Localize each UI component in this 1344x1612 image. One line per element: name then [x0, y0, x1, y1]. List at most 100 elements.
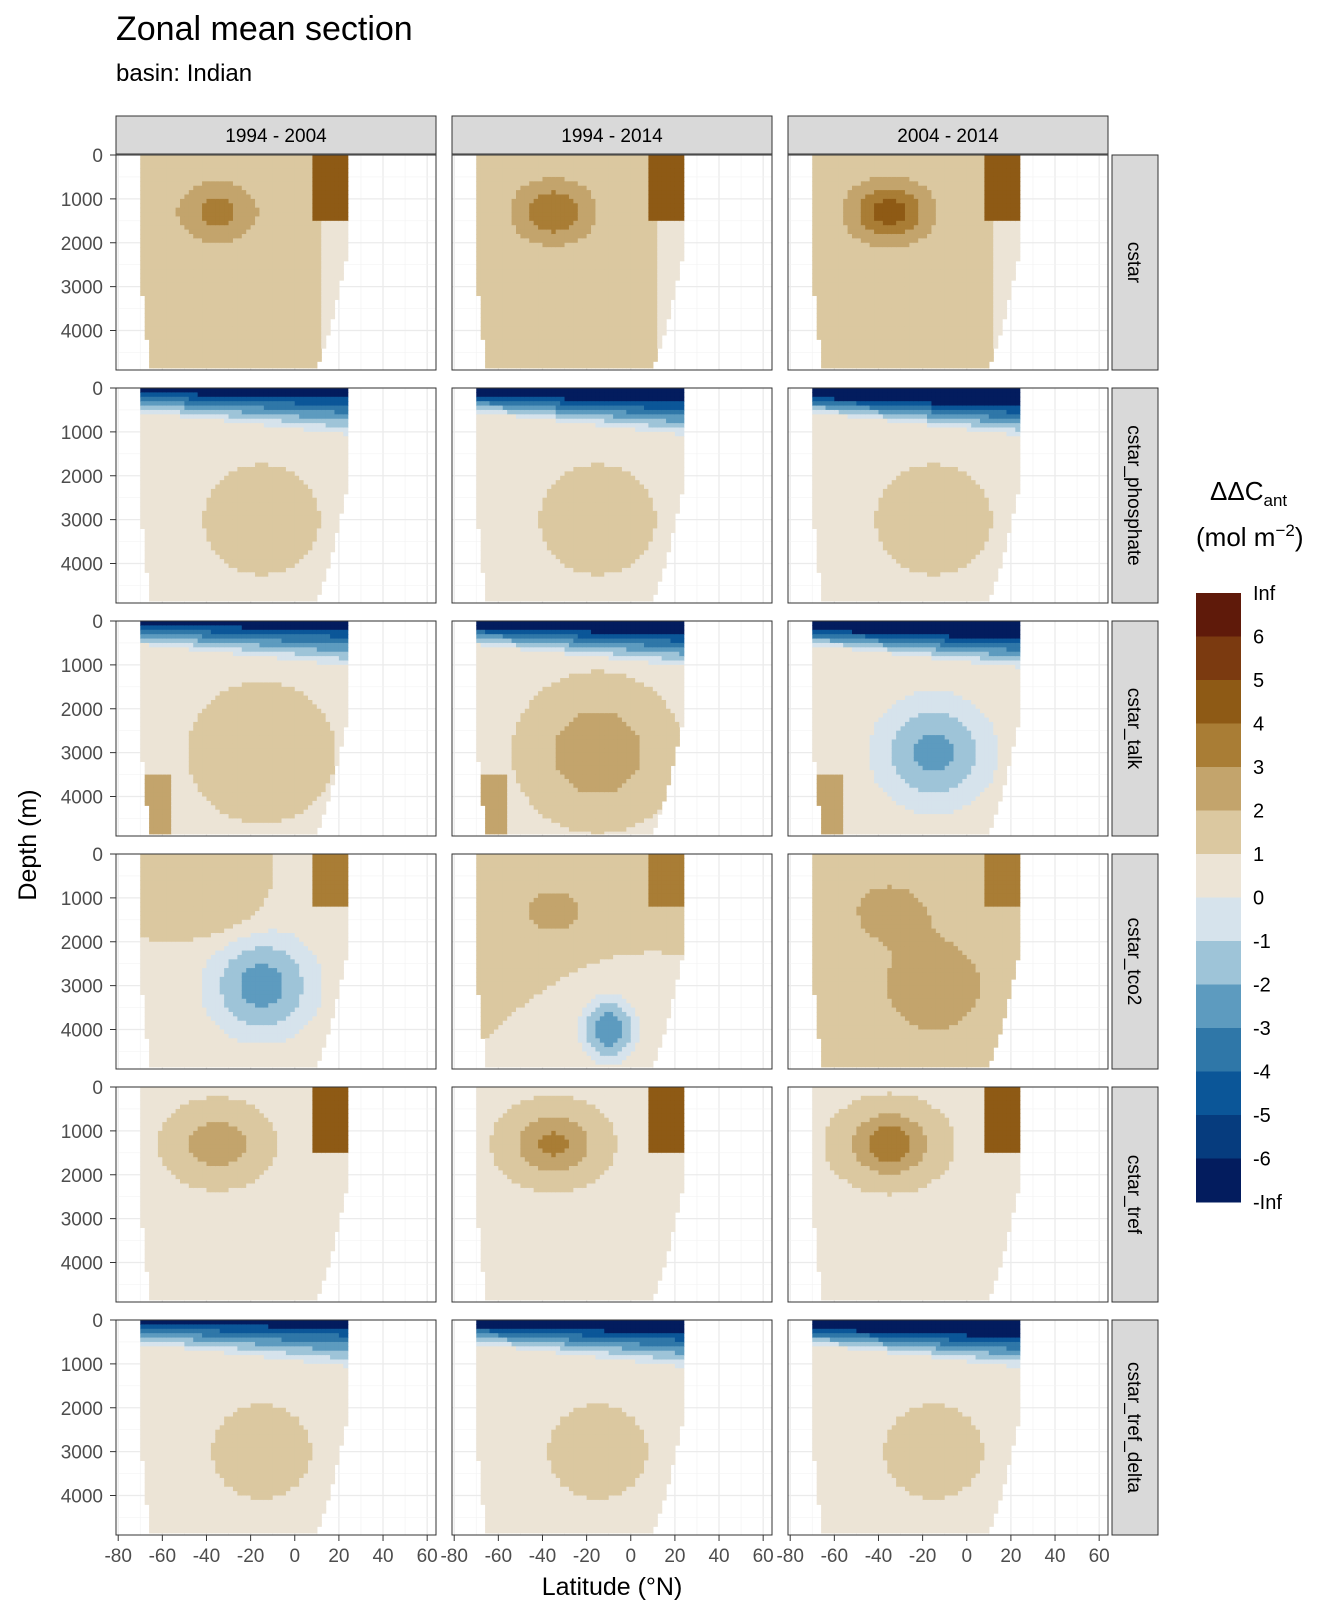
heatmap-cell: [573, 300, 578, 305]
heatmap-cell: [595, 357, 600, 362]
heatmap-cell: [618, 331, 623, 336]
heatmap-cell: [290, 186, 295, 191]
heatmap-cell: [189, 339, 194, 344]
heatmap-cell: [198, 269, 203, 274]
heatmap-cell: [613, 177, 618, 182]
heatmap-cell: [529, 278, 534, 283]
heatmap-cell: [498, 352, 503, 357]
heatmap-cell: [268, 295, 273, 300]
heatmap-cell: [525, 221, 530, 226]
heatmap-cell: [600, 177, 605, 182]
heatmap-cell: [215, 199, 220, 204]
heatmap-cell: [551, 282, 556, 287]
heatmap-cell: [286, 194, 291, 199]
heatmap-cell: [595, 260, 600, 265]
heatmap-cell: [613, 225, 618, 230]
heatmap-cell: [494, 352, 499, 357]
heatmap-cell: [211, 348, 216, 353]
heatmap-cell: [277, 216, 282, 221]
heatmap-cell: [525, 164, 530, 169]
heatmap-cell: [215, 282, 220, 287]
heatmap-cell: [286, 243, 291, 248]
heatmap-cell: [525, 278, 530, 283]
heatmap-cell: [233, 190, 238, 195]
heatmap-cell: [220, 216, 225, 221]
heatmap-cell: [184, 265, 189, 270]
heatmap-cell: [547, 159, 552, 164]
heatmap-cell: [485, 234, 490, 239]
heatmap-cell: [282, 366, 287, 369]
heatmap-cell: [233, 260, 238, 265]
heatmap-cell: [206, 278, 211, 283]
heatmap-cell: [476, 282, 481, 287]
heatmap-cell: [516, 322, 521, 327]
heatmap-cell: [140, 278, 145, 283]
heatmap-cell: [556, 247, 561, 252]
heatmap-cell: [503, 164, 508, 169]
heatmap-cell: [145, 181, 150, 186]
heatmap-cell: [516, 295, 521, 300]
heatmap-cell: [171, 282, 176, 287]
heatmap-cell: [578, 164, 583, 169]
heatmap-cell: [308, 173, 313, 178]
heatmap-cell: [171, 238, 176, 243]
heatmap-cell: [542, 300, 547, 305]
heatmap-cell: [282, 252, 287, 257]
heatmap-cell: [520, 273, 525, 278]
heatmap-cell: [246, 344, 251, 349]
heatmap-cell: [237, 344, 242, 349]
heatmap-cell: [290, 295, 295, 300]
heatmap-cell: [224, 317, 229, 322]
heatmap-cell: [259, 309, 264, 314]
heatmap-cell: [573, 203, 578, 208]
heatmap-cell: [158, 186, 163, 191]
heatmap-cell: [233, 173, 238, 178]
heatmap-cell: [237, 304, 242, 309]
heatmap-cell: [587, 225, 592, 230]
heatmap-cell: [286, 168, 291, 173]
heatmap-cell: [551, 155, 556, 160]
heatmap-cell: [556, 225, 561, 230]
heatmap-cell: [198, 203, 203, 208]
heatmap-cell: [162, 322, 167, 327]
heatmap-cell: [595, 352, 600, 357]
heatmap-cell: [534, 194, 539, 199]
heatmap-cell: [180, 221, 185, 226]
heatmap-cell: [193, 230, 198, 235]
heatmap-cell: [312, 234, 317, 239]
heatmap-cell: [273, 366, 278, 369]
heatmap-cell: [551, 247, 556, 252]
heatmap-cell: [591, 295, 596, 300]
heatmap-cell: [618, 168, 623, 173]
heatmap-cell: [220, 155, 225, 160]
heatmap-cell: [343, 199, 348, 204]
heatmap-cell: [282, 317, 287, 322]
heatmap-cell: [578, 352, 583, 357]
heatmap-cell: [224, 348, 229, 353]
heatmap-cell: [551, 168, 556, 173]
heatmap-cell: [569, 216, 574, 221]
heatmap-cell: [604, 335, 609, 340]
heatmap-cell: [600, 322, 605, 327]
heatmap-cell: [498, 256, 503, 261]
heatmap-cell: [184, 208, 189, 213]
heatmap-cell: [476, 168, 481, 173]
heatmap-cell: [330, 247, 335, 252]
heatmap-cell: [158, 282, 163, 287]
heatmap-cell: [609, 243, 614, 248]
heatmap-cell: [224, 287, 229, 292]
heatmap-cell: [211, 287, 216, 292]
heatmap-cell: [268, 357, 273, 362]
heatmap-cell: [613, 164, 618, 169]
heatmap-cell: [622, 339, 627, 344]
heatmap-cell: [167, 216, 172, 221]
heatmap-cell: [565, 282, 570, 287]
heatmap-cell: [202, 357, 207, 362]
heatmap-cell: [551, 326, 556, 331]
heatmap-cell: [604, 221, 609, 226]
heatmap-cell: [215, 243, 220, 248]
heatmap-cell: [512, 300, 517, 305]
heatmap-cell: [569, 164, 574, 169]
heatmap-cell: [529, 238, 534, 243]
heatmap-cell: [158, 221, 163, 226]
